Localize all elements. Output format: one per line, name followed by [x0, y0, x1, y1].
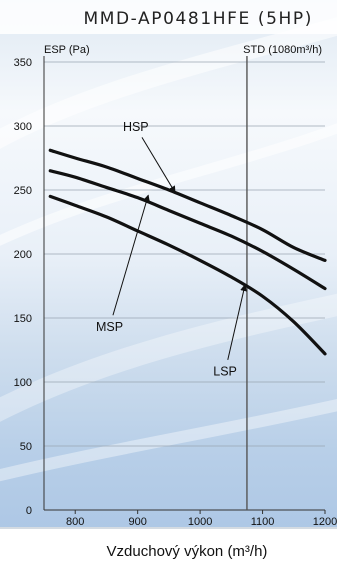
series-line-hsp — [48, 148, 327, 262]
series-arrow-lsp — [227, 284, 248, 361]
y-tick-label-100: 100 — [14, 377, 32, 389]
x-tick-label-1000: 1000 — [188, 516, 212, 528]
series-label-msp: MSP — [96, 320, 123, 334]
series-arrow-msp — [112, 194, 150, 316]
y-axis-label: ESP (Pa) — [44, 44, 90, 56]
chart-title: MMD-AP0481HFE (5HP) — [83, 9, 313, 29]
xlabel-band — [0, 527, 337, 563]
x-tick-label-1100: 1100 — [251, 516, 275, 528]
y-tick-label-300: 300 — [14, 121, 32, 133]
y-tick-label-50: 50 — [20, 441, 32, 453]
plot-area: 0 50 100 150 200 250 300 350 800 900 1000 1100 1200 H… — [14, 56, 337, 528]
std-label: STD (1080m³/h) — [243, 44, 322, 56]
series-line-lsp — [48, 194, 327, 356]
x-tick-label-1200: 1200 — [313, 516, 337, 528]
background-swooshes — [0, 17, 337, 482]
series-label-hsp: HSP — [123, 120, 149, 134]
y-tick-label-200: 200 — [14, 249, 32, 261]
x-axis-label: Vzduchový výkon (m³/h) — [107, 543, 268, 560]
y-tick-label-150: 150 — [14, 313, 32, 325]
series-line-msp — [48, 169, 327, 291]
y-tick-label-350: 350 — [14, 57, 32, 69]
x-tick-label-800: 800 — [66, 516, 84, 528]
series-arrow-hsp — [141, 137, 176, 194]
x-tick-label-900: 900 — [128, 516, 146, 528]
series-label-lsp: LSP — [213, 365, 237, 379]
y-tick-label-0: 0 — [26, 505, 32, 517]
title-band — [0, 0, 337, 34]
y-tick-label-250: 250 — [14, 185, 32, 197]
